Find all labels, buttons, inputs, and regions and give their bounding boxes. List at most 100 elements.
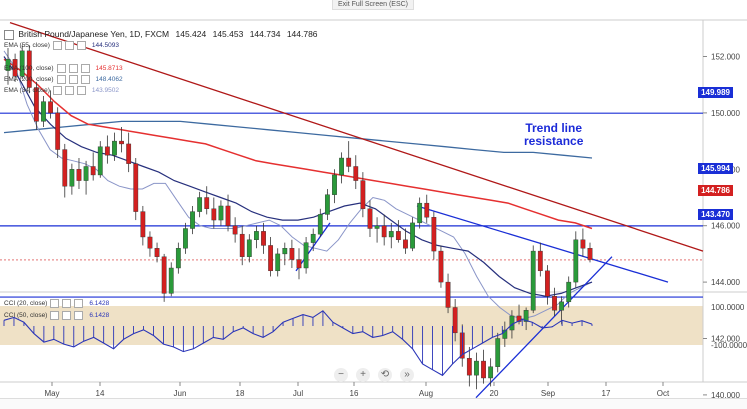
candle-body <box>104 146 110 156</box>
settings-icon[interactable] <box>68 75 78 84</box>
candle-body <box>41 101 46 122</box>
candle-body <box>381 225 387 238</box>
candle-body <box>33 87 39 122</box>
candle-body <box>374 225 380 229</box>
ema-100-line <box>3 58 593 230</box>
ohlc-open: 145.424 <box>175 29 207 39</box>
candle-body <box>168 267 174 294</box>
ema-200-legend[interactable]: EMA (200, close) 148.4062 <box>4 75 123 84</box>
candle-body <box>452 307 458 334</box>
candle-body <box>339 157 344 176</box>
candle-body <box>225 205 231 226</box>
candle-body <box>296 259 302 269</box>
level-tag-145994: 145.994 <box>698 163 733 174</box>
close-icon[interactable] <box>74 299 84 308</box>
cci-histogram <box>3 310 593 376</box>
candle-body <box>367 208 373 229</box>
candle-body <box>332 174 337 195</box>
close-icon[interactable] <box>80 64 90 73</box>
candle-body <box>190 211 195 229</box>
reset-button[interactable]: ⟲ <box>378 368 392 382</box>
candle-body <box>161 256 167 294</box>
candle-body <box>62 149 68 187</box>
settings-icon[interactable] <box>62 299 72 308</box>
cci-20-legend[interactable]: CCI (20, close) 6.1428 <box>4 299 110 308</box>
candle-body <box>211 208 217 221</box>
blue-resistance-trendline <box>416 205 669 283</box>
candle-body <box>537 250 543 272</box>
eye-icon[interactable] <box>56 64 66 73</box>
candle-body <box>530 250 536 311</box>
candle-body <box>417 202 423 224</box>
candle-body <box>254 231 259 240</box>
zoom-out-button[interactable]: − <box>334 368 348 382</box>
close-icon[interactable] <box>76 41 86 50</box>
exit-fullscreen-button[interactable]: Exit Full Screen (ESC) <box>332 0 414 10</box>
candle-body <box>566 281 572 303</box>
cci-band <box>0 306 703 345</box>
time-tick-label: 20 <box>490 389 499 398</box>
candle-body <box>502 329 508 339</box>
bottom-toolbar <box>0 398 747 409</box>
candle-body <box>559 301 565 311</box>
zoom-in-button[interactable]: + <box>356 368 370 382</box>
price-tick-label: 152.000 <box>711 53 740 62</box>
candle-body <box>48 101 53 114</box>
collapse-icon[interactable] <box>4 29 14 40</box>
cci-line <box>3 310 593 377</box>
ema-100-legend[interactable]: EMA (100, close) 145.8713 <box>4 64 123 73</box>
candle-body <box>218 205 224 221</box>
candle-body <box>310 233 316 243</box>
settings-icon[interactable] <box>64 86 74 95</box>
candle-body <box>495 338 501 367</box>
candle-body <box>275 253 281 272</box>
time-tick-label: 14 <box>96 389 105 398</box>
candles <box>5 45 593 390</box>
symbol-legend: British Pound/Japanese Yen, 1D, FXCM 145… <box>4 29 322 40</box>
ohlc-close: 144.786 <box>286 29 318 39</box>
eye-icon[interactable] <box>50 311 60 320</box>
candle-body <box>90 166 96 176</box>
symbol-name: British Pound/Japanese Yen, 1D, FXCM <box>18 29 170 39</box>
ema-55-legend[interactable]: EMA (55, close) 144.5093 <box>4 41 120 50</box>
price-pane <box>0 20 703 292</box>
candle-body <box>5 59 11 71</box>
time-tick-label: Aug <box>419 389 433 398</box>
eye-icon[interactable] <box>50 299 60 308</box>
eye-icon[interactable] <box>56 75 66 84</box>
settings-icon[interactable] <box>68 64 78 73</box>
eye-icon[interactable] <box>52 86 62 95</box>
price-tick-label: 144.000 <box>711 278 740 287</box>
candle-body <box>516 315 522 322</box>
candle-body <box>353 166 359 181</box>
time-tick-label: 16 <box>350 389 359 398</box>
candle-body <box>545 270 550 297</box>
candle-body <box>133 163 139 212</box>
ema-200-line <box>3 120 593 159</box>
candle-body <box>69 169 75 187</box>
red-trendline <box>9 22 704 252</box>
candle-body <box>232 225 238 235</box>
close-icon[interactable] <box>76 86 86 95</box>
candle-body <box>197 197 203 212</box>
candle-body <box>324 194 330 215</box>
candle-body <box>395 231 401 240</box>
cci-50-legend[interactable]: CCI (50, close) 6.1428 <box>4 311 110 320</box>
settings-icon[interactable] <box>64 41 74 50</box>
candle-body <box>410 222 415 249</box>
ema-34-legend[interactable]: EMA (34, close) 143.9502 <box>4 86 120 95</box>
scroll-right-button[interactable]: » <box>400 368 414 382</box>
candle-body <box>317 214 323 235</box>
candle-body <box>445 281 451 308</box>
candle-body <box>523 310 529 322</box>
eye-icon[interactable] <box>52 41 62 50</box>
close-icon[interactable] <box>74 311 84 320</box>
settings-icon[interactable] <box>62 311 72 320</box>
price-tick-label: 150.000 <box>711 109 740 118</box>
candle-body <box>303 242 309 269</box>
close-icon[interactable] <box>80 75 90 84</box>
candle-body <box>481 360 486 379</box>
candle-body <box>126 143 132 164</box>
